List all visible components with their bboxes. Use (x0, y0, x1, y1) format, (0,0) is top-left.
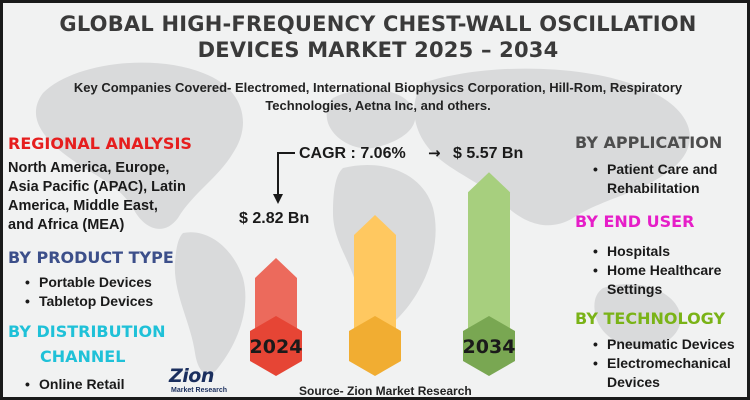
regional-line: North America, Europe, (8, 160, 170, 176)
page-title-line-2: DEVICES MARKET 2025 – 2034 (197, 38, 559, 62)
product-type-list: Portable Devices Tabletop Devices (25, 273, 153, 311)
technology-item: Electromechanical Devices (593, 354, 735, 392)
regional-line: and Africa (MEA) (8, 217, 125, 233)
technology-line: Devices (607, 374, 660, 390)
distribution-channel-heading: BY DISTRIBUTION (8, 322, 166, 341)
value-label-start: $ 2.82 Bn (239, 210, 309, 227)
year-label: 2024 (250, 336, 303, 358)
regional-line: America, Middle East, (8, 198, 158, 214)
value-label-end: $ 5.57 Bn (453, 145, 523, 162)
page-title-line-1: GLOBAL HIGH-FREQUENCY CHEST-WALL OSCILLA… (59, 12, 697, 36)
cagr-label: CAGR : 7.06% (299, 145, 406, 162)
logo-wordmark: Zion (169, 365, 214, 387)
regional-analysis-heading: REGIONAL ANALYSIS (8, 134, 192, 153)
end-user-line: Home Healthcare (607, 262, 722, 278)
application-line: Patient Care and (607, 161, 718, 177)
end-user-heading: BY END USER (575, 212, 695, 231)
year-label: 2034 (463, 336, 516, 358)
badge-2024 (250, 316, 302, 376)
application-line: Rehabilitation (607, 180, 700, 196)
source-note: Source- Zion Market Research (299, 384, 472, 398)
badge-2034 (463, 316, 515, 376)
technology-item: Pneumatic Devices (593, 335, 735, 354)
page-title: GLOBAL HIGH-FREQUENCY CHEST-WALL OSCILLA… (3, 11, 747, 63)
application-heading: BY APPLICATION (575, 133, 723, 152)
end-user-line: Settings (607, 281, 663, 297)
market-bar-chart: 2024 2034 $ 2.82 Bn $ 5.57 Bn CAGR : 7.06% → (239, 144, 523, 376)
bar-middle (354, 214, 396, 346)
regional-analysis-text: North America, Europe, Asia Pacific (APA… (8, 159, 186, 235)
bar-2034 (468, 172, 510, 346)
end-user-item: Home Healthcare Settings (593, 261, 721, 299)
zion-logo: Zion Market Research (169, 365, 231, 397)
end-user-item: Hospitals (593, 242, 721, 261)
cagr-connector-line (277, 152, 295, 197)
cagr-arrow: → (428, 144, 441, 162)
logo-subtext: Market Research (171, 387, 228, 394)
end-user-list: Hospitals Home Healthcare Settings (593, 242, 721, 299)
regional-line: Asia Pacific (APAC), Latin (8, 179, 186, 195)
page-subtitle: Key Companies Covered- Electromed, Inter… (73, 80, 683, 113)
product-type-item: Portable Devices (25, 273, 153, 292)
technology-list: Pneumatic Devices Electromechanical Devi… (593, 335, 735, 392)
technology-line: Electromechanical (607, 355, 731, 371)
product-type-heading: BY PRODUCT TYPE (8, 248, 174, 267)
distribution-channel-item: Online Retail (25, 375, 125, 394)
cagr-connector-arrowhead (273, 194, 283, 204)
technology-heading: BY TECHNOLOGY (575, 309, 726, 328)
distribution-channel-list: Online Retail (25, 375, 125, 394)
product-type-item: Tabletop Devices (25, 292, 153, 311)
distribution-channel-heading-line-2: CHANNEL (40, 347, 126, 366)
application-list: Patient Care and Rehabilitation (593, 160, 717, 198)
badge-middle (349, 316, 401, 376)
application-item: Patient Care and Rehabilitation (593, 160, 717, 198)
